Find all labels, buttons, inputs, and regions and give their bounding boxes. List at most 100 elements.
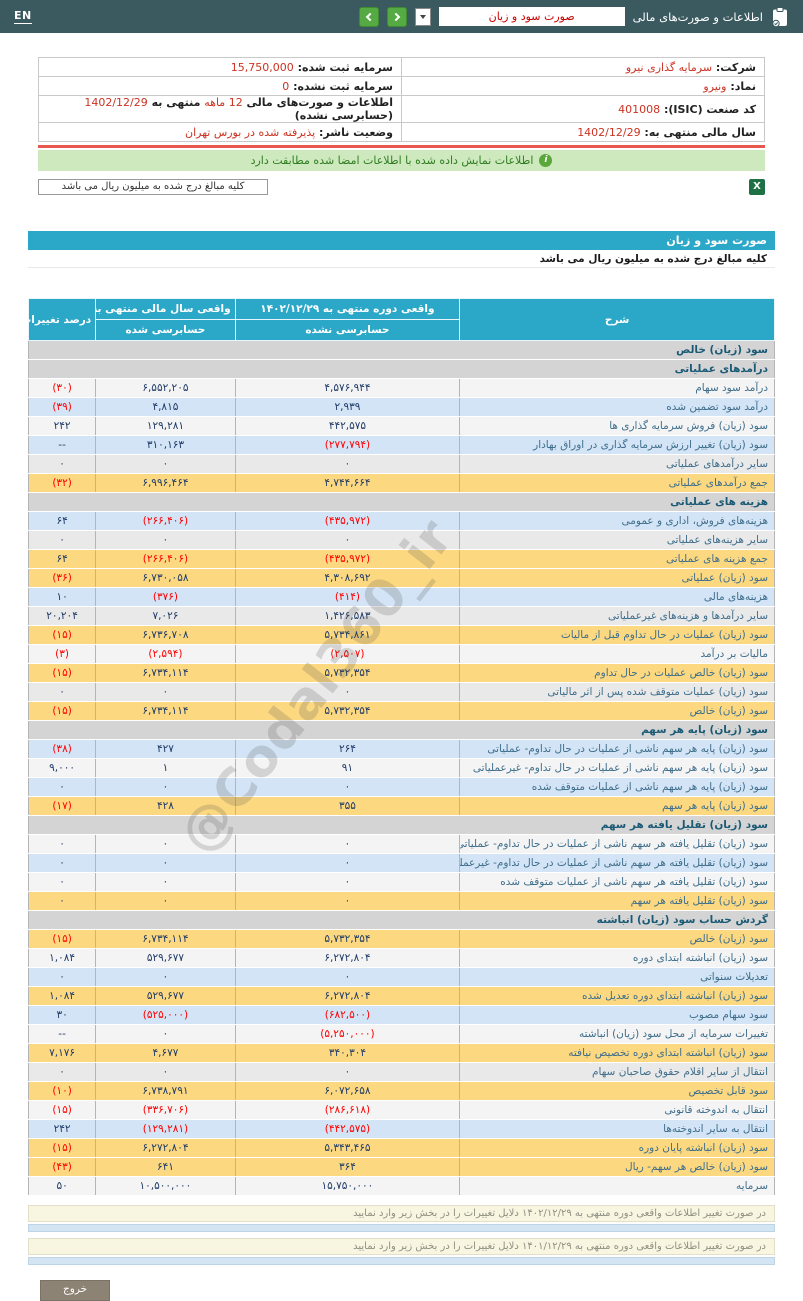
statement-row: سود (زیان) انباشته ابتدای دوره تعدیل شده… <box>27 986 775 1006</box>
value-change: ۰ <box>27 891 97 911</box>
value-prior: ۰ <box>95 891 236 911</box>
value-prior: (۲۶۶,۴۰۶) <box>95 549 236 569</box>
change-reason-input[interactable] <box>28 1257 775 1265</box>
units-note: کلیه مبالغ درج شده به میلیون ریال می باش… <box>28 250 775 268</box>
value-change: (۱۵) <box>27 929 97 949</box>
row-label: هزینه‌های فروش، اداری و عمومی <box>459 511 775 531</box>
value-prior: (۲,۵۹۴) <box>95 644 236 664</box>
value-prior: (۳۳۶,۷۰۶) <box>95 1100 236 1120</box>
statement-row: تعدیلات سنواتی ۰ ۰ ۰ <box>27 967 775 987</box>
value-prior: ۰ <box>95 1024 236 1044</box>
value-change: ۷,۱۷۶ <box>27 1043 97 1063</box>
value-current: ۰ <box>234 834 461 854</box>
red-divider <box>38 145 765 148</box>
info-label: منتهی به <box>147 96 205 109</box>
value-change: ۰ <box>27 872 97 892</box>
selected-report-label: صورت سود و زیان <box>438 7 625 26</box>
value-prior: ۶,۷۳۴,۱۱۴ <box>95 663 236 683</box>
info-label: سرمایه ثبت نشده: <box>289 79 393 93</box>
col-header-current-period: واقعی دوره منتهی به ۱۴۰۲/۱۲/۲۹ <box>234 298 461 320</box>
change-note-text: در صورت تغییر اطلاعات واقعی دوره منتهی ب… <box>28 1238 775 1255</box>
value-current: ۹۱ <box>234 758 461 778</box>
row-label: سود (زیان) انباشته ابتدای دوره <box>459 948 775 968</box>
value-current: (۴۱۴) <box>234 587 461 607</box>
info-label: نماد: <box>726 79 756 93</box>
value-change: (۳۶) <box>27 568 97 588</box>
value-change: ۳۰ <box>27 1005 97 1025</box>
amounts-unit-box: کلیه مبالغ درج شده به میلیون ریال می باش… <box>38 179 268 195</box>
row-label: سود (زیان) خالص هر سهم- ریال <box>459 1157 775 1177</box>
statement-row: انتقال به اندوخته قانونی (۲۸۶,۶۱۸) (۳۳۶,۷۰… <box>27 1100 775 1120</box>
col-header-prior-period: واقعی سال مالی منتهی به ۱۴۰۱/۱۲/۲۹ <box>95 298 236 320</box>
value-prior: ۴,۸۱۵ <box>95 397 236 417</box>
value-change: -- <box>27 435 97 455</box>
row-label: سود (زیان) عملیاتی <box>459 568 775 588</box>
value-current: ۰ <box>234 777 461 797</box>
company-info-row: سال مالی منتهی به: 1402/12/29 وضعیت ناشر:… <box>38 122 765 142</box>
statement-section-row: سود (زیان) تقلیل یافته هر سهم <box>28 815 775 835</box>
statement-table: شرح واقعی دوره منتهی به ۱۴۰۲/۱۲/۲۹ واقعی… <box>27 298 775 1196</box>
alert-text: اطلاعات نمایش داده شده با اطلاعات امضا ش… <box>250 154 534 167</box>
statement-row: انتقال از سایر اقلام حقوق صاحبان سهام ۰ ۰ ۰ <box>27 1062 775 1082</box>
statement-row: سود (زیان) فروش سرمایه گذاری ها ۴۴۲,۵۷۵ ۱۲… <box>27 416 775 436</box>
row-label: جمع درآمدهای عملیاتی <box>459 473 775 493</box>
info-value: پذیرفته شده در بورس تهران <box>184 125 316 139</box>
value-prior: ۶,۵۵۲,۲۰۵ <box>95 378 236 398</box>
statement-row: مالیات بر درآمد (۲,۵۰۷) (۲,۵۹۴) (۳) <box>27 644 775 664</box>
company-info-cell-left: سرمایه ثبت نشده: 0 <box>38 76 402 96</box>
company-info-cell-right: کد صنعت (ISIC): 401008 <box>401 95 765 123</box>
row-label: مالیات بر درآمد <box>459 644 775 664</box>
row-label: سایر درآمدهای عملیاتی <box>459 454 775 474</box>
company-info-cell-left: سرمایه ثبت شده: 15,750,000 <box>38 57 402 77</box>
value-change: ۱۰ <box>27 587 97 607</box>
value-change: ۰ <box>27 777 97 797</box>
row-label: سود سهام مصوب <box>459 1005 775 1025</box>
row-label: سود (زیان) تقلیل یافته هر سهم ناشی از عم… <box>459 872 775 892</box>
value-change: (۳۸) <box>27 739 97 759</box>
value-current: ۳۴۰,۳۰۴ <box>234 1043 461 1063</box>
statement-title-bar: صورت سود و زیان <box>28 231 775 250</box>
change-reason-input[interactable] <box>28 1224 775 1232</box>
change-notes: در صورت تغییر اطلاعات واقعی دوره منتهی ب… <box>28 1205 775 1265</box>
row-label: جمع هزینه های عملیاتی <box>459 549 775 569</box>
chevron-down-icon <box>419 14 426 19</box>
row-label: سود (زیان) پایه هر سهم ناشی از عملیات مت… <box>459 777 775 797</box>
info-value: 401008 <box>618 102 661 116</box>
value-current: ۲۶۴ <box>234 739 461 759</box>
statement-row: درآمد سود سهام ۴,۵۷۶,۹۴۴ ۶,۵۵۲,۲۰۵ (۳۰) <box>27 378 775 398</box>
value-change: ۰ <box>27 454 97 474</box>
next-report-button[interactable] <box>386 6 407 27</box>
excel-export-icon[interactable]: X <box>749 179 765 195</box>
info-value: 1402/12/29 <box>84 96 148 109</box>
info-label: شرکت: <box>712 60 756 74</box>
value-change: (۱۵) <box>27 1138 97 1158</box>
value-prior: ۱ <box>95 758 236 778</box>
info-label: وضعیت ناشر: <box>315 125 393 139</box>
info-label: سال مالی منتهی به: <box>640 125 756 139</box>
value-current: (۲۷۷,۷۹۴) <box>234 435 461 455</box>
value-current: ۶,۰۷۲,۶۵۸ <box>234 1081 461 1101</box>
row-label: انتقال به سایر اندوخته‌ها <box>459 1119 775 1139</box>
row-label: سود (زیان) تقلیل یافته هر سهم ناشی از عم… <box>459 853 775 873</box>
row-label: سود (زیان) تقلیل یافته هر سهم ناشی از عم… <box>459 834 775 854</box>
company-info-cell-left: اطلاعات و صورت‌های مالی 12 ماهه منتهی به… <box>38 95 402 123</box>
statement-row: سود (زیان) عملیات متوقف شده پس از اثر ما… <box>27 682 775 702</box>
exit-button[interactable]: خروج <box>40 1280 111 1301</box>
value-change: -- <box>27 1024 97 1044</box>
language-en-link[interactable]: EN <box>14 9 32 24</box>
statement-row: سود (زیان) انباشته ابتدای دوره ۶,۲۷۲,۸۰۴ ۵… <box>27 948 775 968</box>
section-label: سود (زیان) تقلیل یافته هر سهم <box>28 815 775 835</box>
prev-report-button[interactable] <box>358 6 379 27</box>
change-note-text: در صورت تغییر اطلاعات واقعی دوره منتهی ب… <box>28 1205 775 1222</box>
info-value: 0 <box>282 79 290 93</box>
statement-row: جمع درآمدهای عملیاتی ۴,۷۴۴,۶۶۴ ۶,۹۹۶,۴۶۴ (۳… <box>27 473 775 493</box>
value-current: (۴۳۵,۹۷۲) <box>234 549 461 569</box>
page-content: شرکت: سرمایه گذاری نیرو سرمایه ثبت شده: 1… <box>0 57 803 1301</box>
value-prior: (۲۶۶,۴۰۶) <box>95 511 236 531</box>
statement-row: انتقال به سایر اندوخته‌ها (۴۴۲,۵۷۵) (۱۲۹,۲… <box>27 1119 775 1139</box>
row-label: انتقال از سایر اقلام حقوق صاحبان سهام <box>459 1062 775 1082</box>
value-change: ۶۴ <box>27 511 97 531</box>
statement-row: سود (زیان) تقلیل یافته هر سهم ۰ ۰ ۰ <box>27 891 775 911</box>
exit-row: خروج <box>40 1277 763 1301</box>
report-dropdown[interactable] <box>414 7 431 26</box>
